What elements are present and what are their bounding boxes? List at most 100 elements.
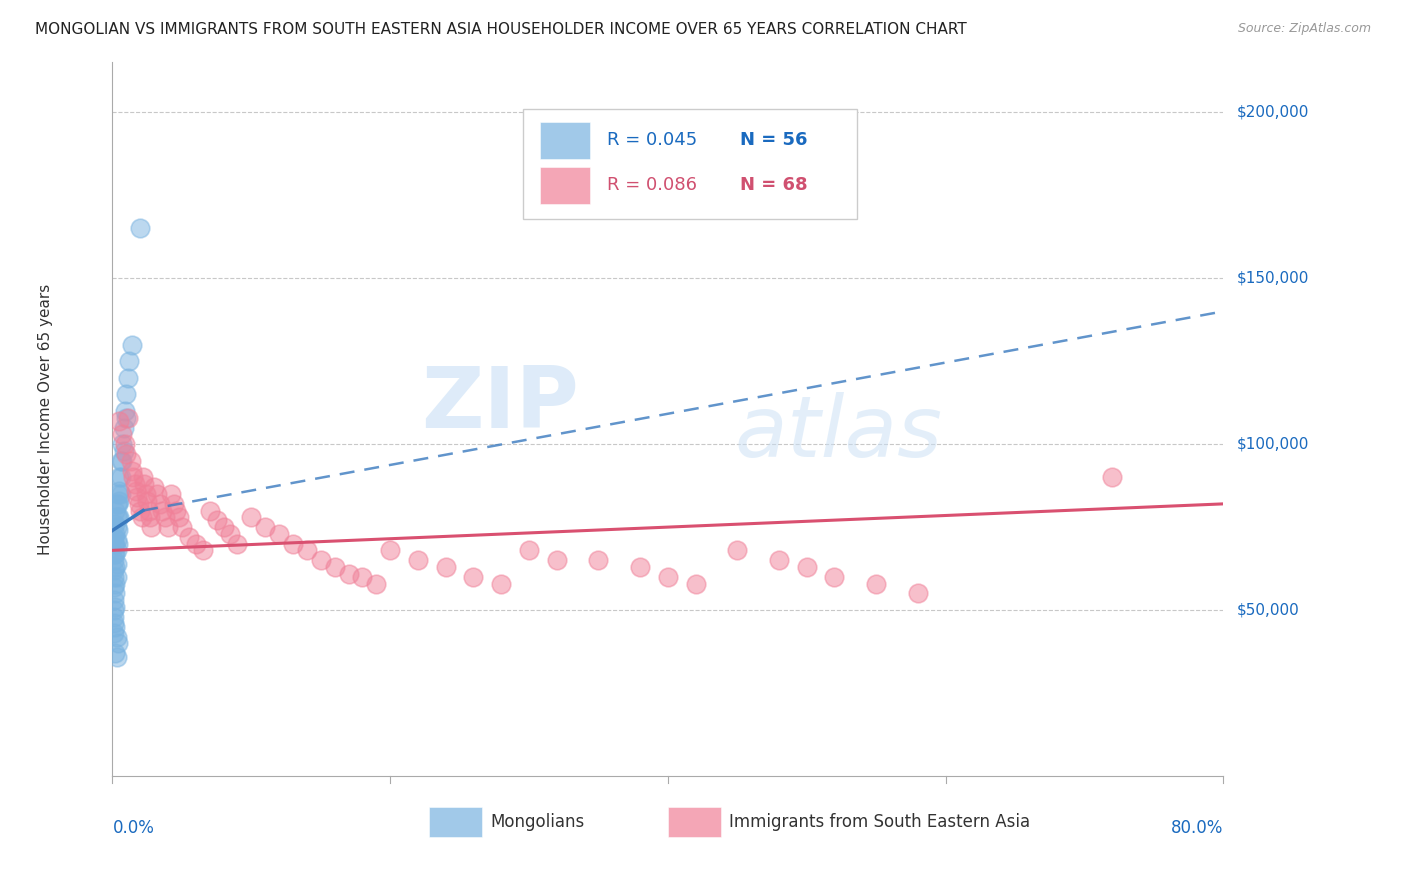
Point (105, 533, 128, 548)
Point (657, 570, 679, 584)
Point (796, 560, 818, 574)
Point (125, 483, 148, 498)
Point (149, 497, 172, 511)
Text: 0.0%: 0.0% (112, 819, 155, 837)
Point (337, 566, 360, 581)
Point (143, 480, 166, 494)
Point (117, 370, 139, 384)
Text: R = 0.086: R = 0.086 (607, 177, 697, 194)
Point (111, 427, 134, 442)
Point (107, 524, 129, 538)
FancyBboxPatch shape (523, 109, 856, 219)
Point (104, 526, 127, 541)
Point (131, 510, 153, 524)
Point (103, 616, 125, 631)
Point (104, 516, 127, 531)
Point (103, 553, 125, 567)
Point (121, 337, 143, 351)
Text: Source: ZipAtlas.com: Source: ZipAtlas.com (1237, 22, 1371, 36)
Point (115, 387, 138, 401)
Point (107, 537, 129, 551)
Point (104, 547, 127, 561)
Point (725, 543, 748, 558)
Point (108, 510, 131, 524)
Point (138, 503, 160, 517)
Point (103, 547, 125, 561)
Text: Householder Income Over 65 years: Householder Income Over 65 years (38, 284, 53, 555)
Point (124, 477, 146, 491)
Point (112, 443, 135, 458)
Point (588, 553, 610, 567)
Point (105, 543, 128, 558)
Point (135, 487, 157, 501)
Point (1101, 470, 1123, 484)
Point (105, 520, 128, 534)
Point (108, 493, 131, 508)
Point (463, 570, 485, 584)
Point (226, 537, 249, 551)
Point (108, 483, 131, 498)
Point (120, 454, 142, 468)
Point (105, 557, 128, 571)
Point (103, 603, 125, 617)
Point (104, 503, 127, 517)
Point (103, 570, 125, 584)
Point (685, 576, 707, 591)
Point (177, 530, 200, 544)
Point (111, 437, 134, 451)
Point (205, 513, 228, 527)
FancyBboxPatch shape (540, 121, 591, 159)
Text: R = 0.045: R = 0.045 (607, 131, 697, 149)
Point (104, 586, 127, 600)
Point (117, 410, 139, 425)
Point (366, 576, 388, 591)
Point (134, 477, 156, 491)
Point (103, 563, 125, 577)
Point (281, 537, 304, 551)
Text: Immigrants from South Eastern Asia: Immigrants from South Eastern Asia (728, 813, 1031, 830)
Point (132, 470, 155, 484)
Point (380, 543, 402, 558)
Point (136, 493, 159, 508)
Point (184, 537, 207, 551)
Point (103, 530, 125, 544)
Point (406, 553, 429, 567)
Point (103, 580, 125, 594)
Point (309, 553, 332, 567)
Point (105, 570, 128, 584)
Text: $50,000: $50,000 (1237, 603, 1301, 617)
Point (122, 470, 145, 484)
Point (157, 520, 180, 534)
Point (105, 497, 128, 511)
Point (146, 487, 169, 501)
Point (108, 414, 131, 428)
Point (128, 497, 150, 511)
Text: ZIP: ZIP (422, 363, 579, 447)
Point (152, 503, 174, 517)
Point (191, 543, 214, 558)
Point (105, 649, 128, 664)
Text: atlas: atlas (734, 392, 942, 475)
Point (105, 630, 128, 644)
Point (546, 553, 568, 567)
Point (107, 487, 129, 501)
Point (198, 503, 221, 517)
Point (104, 620, 127, 634)
Point (141, 520, 163, 534)
Point (127, 490, 149, 504)
Point (865, 576, 887, 591)
Point (105, 510, 128, 524)
Point (323, 560, 346, 574)
Point (907, 586, 929, 600)
Point (295, 543, 318, 558)
Point (112, 420, 135, 434)
Text: $100,000: $100,000 (1237, 436, 1309, 451)
FancyBboxPatch shape (540, 167, 591, 203)
Point (114, 404, 136, 418)
Point (219, 526, 242, 541)
Point (129, 221, 152, 235)
Point (491, 576, 513, 591)
Point (104, 646, 127, 660)
Point (240, 510, 263, 524)
Text: $200,000: $200,000 (1237, 104, 1309, 120)
